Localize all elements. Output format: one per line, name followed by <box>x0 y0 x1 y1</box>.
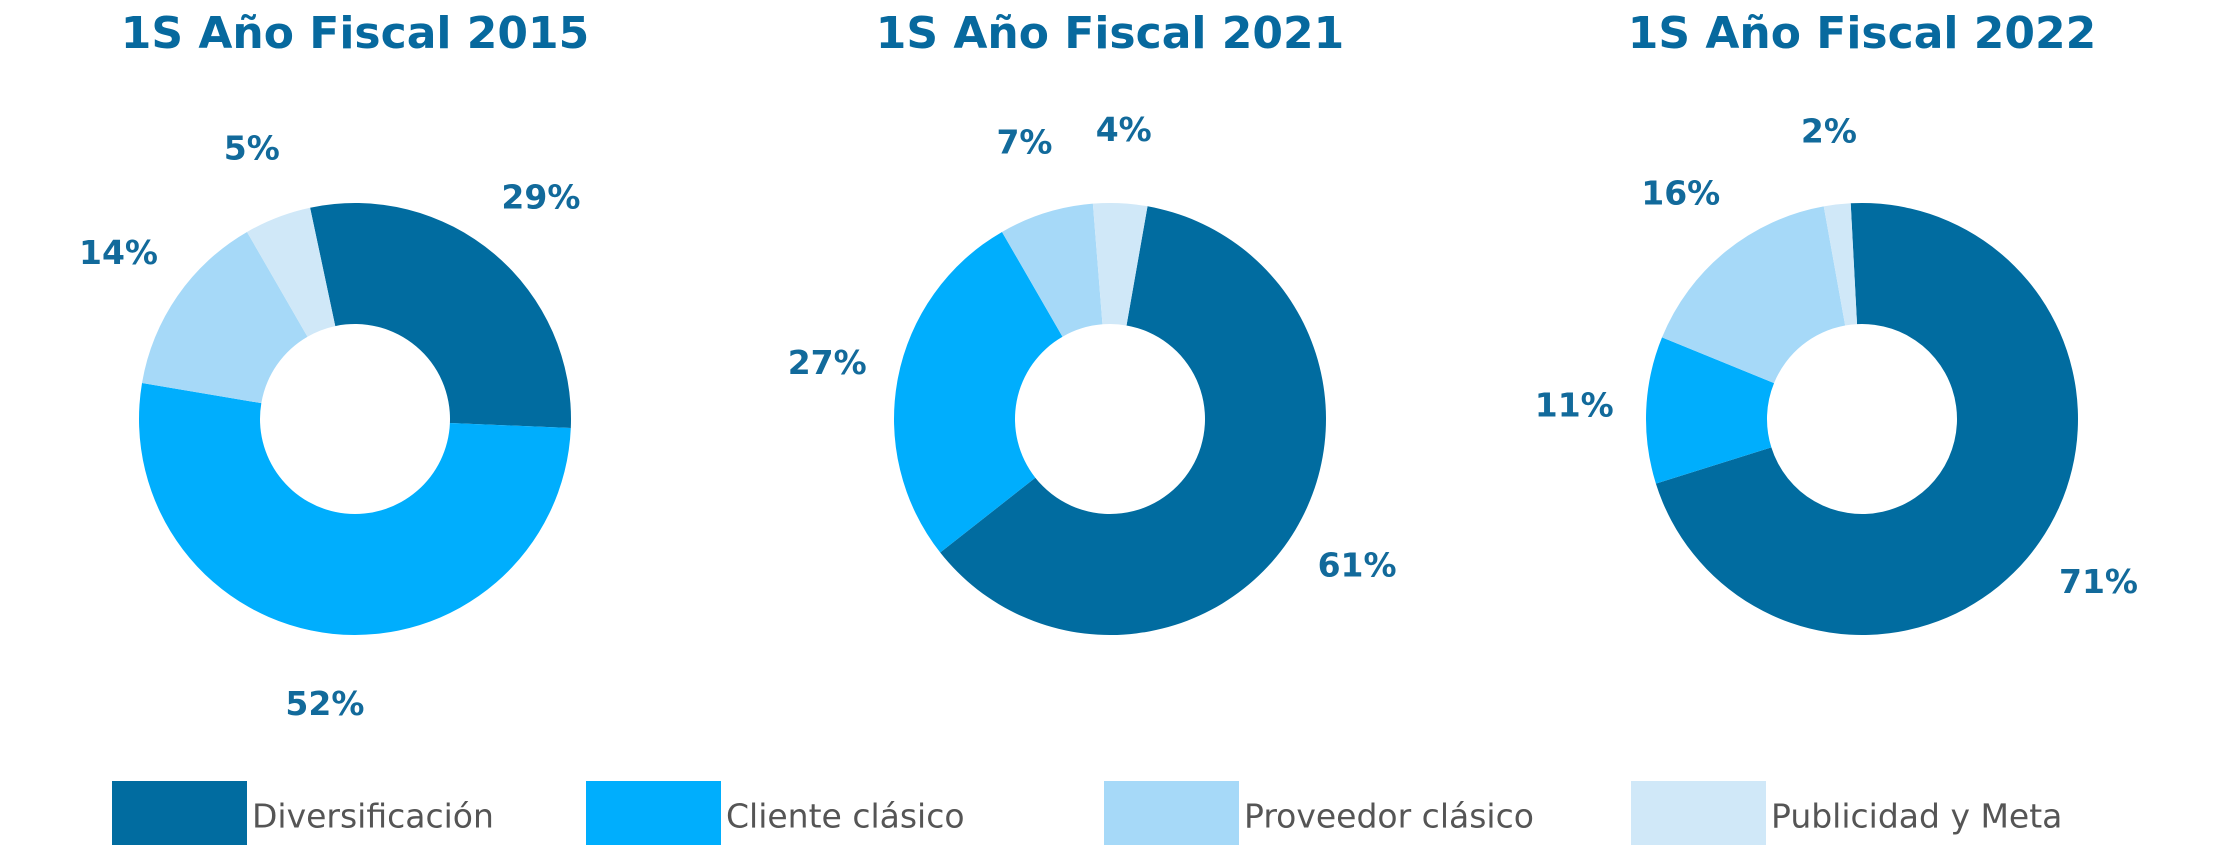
legend-swatch <box>112 781 247 845</box>
legend-label: Cliente clásico <box>726 797 965 836</box>
value-label: 7% <box>996 122 1052 161</box>
donut-slice <box>247 207 336 337</box>
donut-slice <box>1662 206 1846 384</box>
value-label: 61% <box>1318 545 1397 584</box>
donut-slice <box>1002 203 1103 337</box>
value-label: 27% <box>788 343 867 382</box>
legend-label: Proveedor clásico <box>1244 797 1534 836</box>
legend-swatch <box>1104 781 1239 845</box>
donut-slice <box>1655 202 2078 635</box>
chart-title: 1S Año Fiscal 2021 <box>876 8 1345 59</box>
donut-slice <box>1092 202 1148 326</box>
donut-slice <box>310 203 571 429</box>
value-label: 16% <box>1641 174 1720 213</box>
chart-title: 1S Año Fiscal 2022 <box>1628 8 2097 59</box>
value-label: 71% <box>2059 562 2138 601</box>
value-label: 29% <box>501 178 580 217</box>
donut-slice <box>1823 203 1858 326</box>
value-label: 14% <box>79 233 158 272</box>
legend-swatch <box>586 781 721 845</box>
legend-label: Publicidad y Meta <box>1771 797 2062 836</box>
legend-swatch <box>1631 781 1766 845</box>
value-label: 4% <box>1096 110 1152 149</box>
value-label: 52% <box>285 684 364 723</box>
donut-slice <box>1646 337 1775 484</box>
legend-label: Diversificación <box>252 797 494 836</box>
donut-slice <box>940 206 1326 635</box>
value-label: 5% <box>224 129 280 168</box>
donut-slice <box>142 231 308 404</box>
donut-slice <box>139 382 571 635</box>
donut-slice <box>893 231 1063 553</box>
value-label: 2% <box>1801 111 1857 150</box>
chart-title: 1S Año Fiscal 2015 <box>121 8 590 59</box>
value-label: 11% <box>1535 385 1614 424</box>
